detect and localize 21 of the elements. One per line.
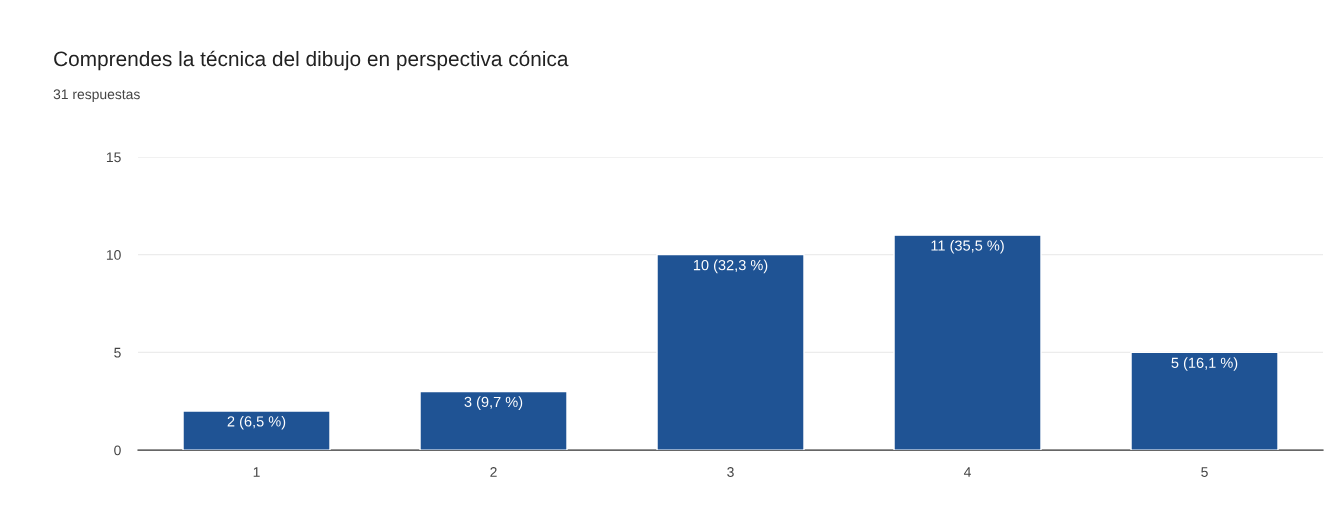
bar xyxy=(419,390,568,451)
data-label: 5 (16,1 %) xyxy=(1171,357,1238,371)
x-tick-label: 3 xyxy=(727,467,734,477)
bar xyxy=(893,234,1042,451)
y-tick-label: 0 xyxy=(114,445,121,456)
chart-subtitle: 31 respuestas xyxy=(53,89,140,102)
bar xyxy=(1130,351,1279,451)
bar xyxy=(656,253,805,451)
y-tick-label: 10 xyxy=(106,250,121,260)
y-tick-label: 5 xyxy=(114,347,121,358)
y-tick-label: 15 xyxy=(106,152,121,163)
data-label: 11 (35,5 %) xyxy=(931,240,1004,254)
data-label: 2 (6,5 %) xyxy=(227,415,286,430)
x-tick-label: 2 xyxy=(490,467,497,477)
x-tick-label: 1 xyxy=(253,467,260,477)
data-label: 10 (32,3 %) xyxy=(693,259,768,274)
data-label: 3 (9,7 %) xyxy=(464,396,523,410)
chart-title: Comprendes la técnica del dibujo en perspectiva cónica xyxy=(54,50,569,71)
x-tick-label: 5 xyxy=(1201,467,1208,477)
bar xyxy=(182,410,331,451)
x-tick-label: 4 xyxy=(963,467,971,477)
